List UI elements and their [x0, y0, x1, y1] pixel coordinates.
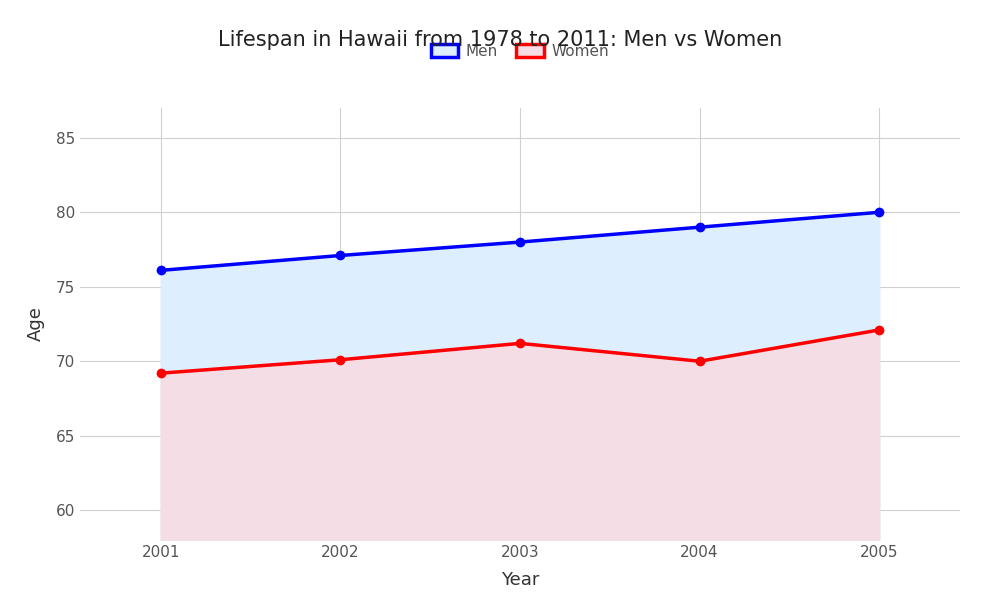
Text: Lifespan in Hawaii from 1978 to 2011: Men vs Women: Lifespan in Hawaii from 1978 to 2011: Me… — [218, 30, 782, 50]
X-axis label: Year: Year — [501, 571, 539, 589]
Legend: Men, Women: Men, Women — [425, 38, 615, 65]
Y-axis label: Age: Age — [27, 307, 45, 341]
